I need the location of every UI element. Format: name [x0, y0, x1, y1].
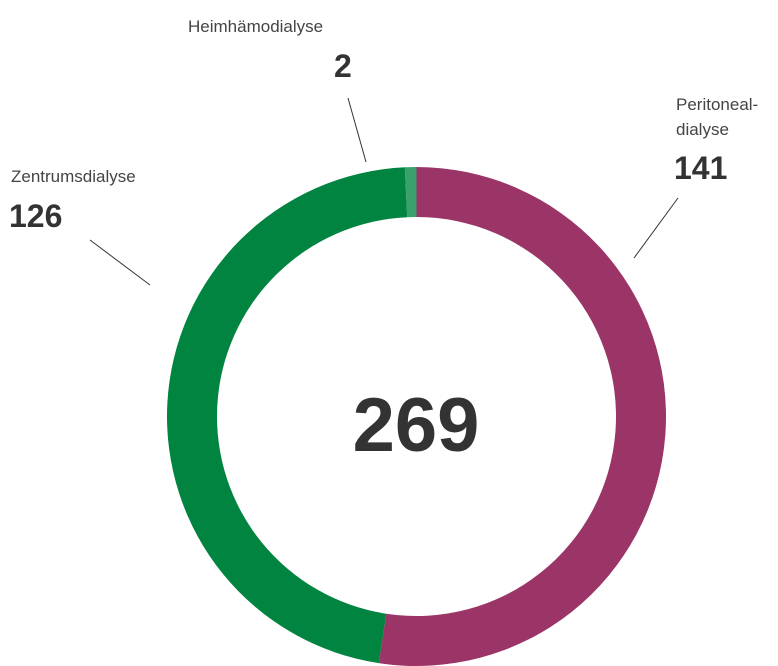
- donut-segment: [404, 167, 417, 218]
- segment-label: Heimhämodialyse: [188, 17, 324, 36]
- donut-segment: [166, 167, 408, 664]
- total-value: 269: [352, 383, 480, 468]
- leader-line: [89, 239, 151, 286]
- segment-label: Zentrumsdialyse: [11, 167, 136, 186]
- donut-segment: [378, 167, 667, 666]
- leader-line: [633, 197, 679, 259]
- segment-value: 2: [334, 48, 352, 84]
- segment-label: Peritoneal- dialyse: [676, 95, 759, 139]
- segment-value: 126: [9, 198, 63, 234]
- leader-line: [347, 97, 367, 163]
- segment-value: 141: [674, 150, 728, 186]
